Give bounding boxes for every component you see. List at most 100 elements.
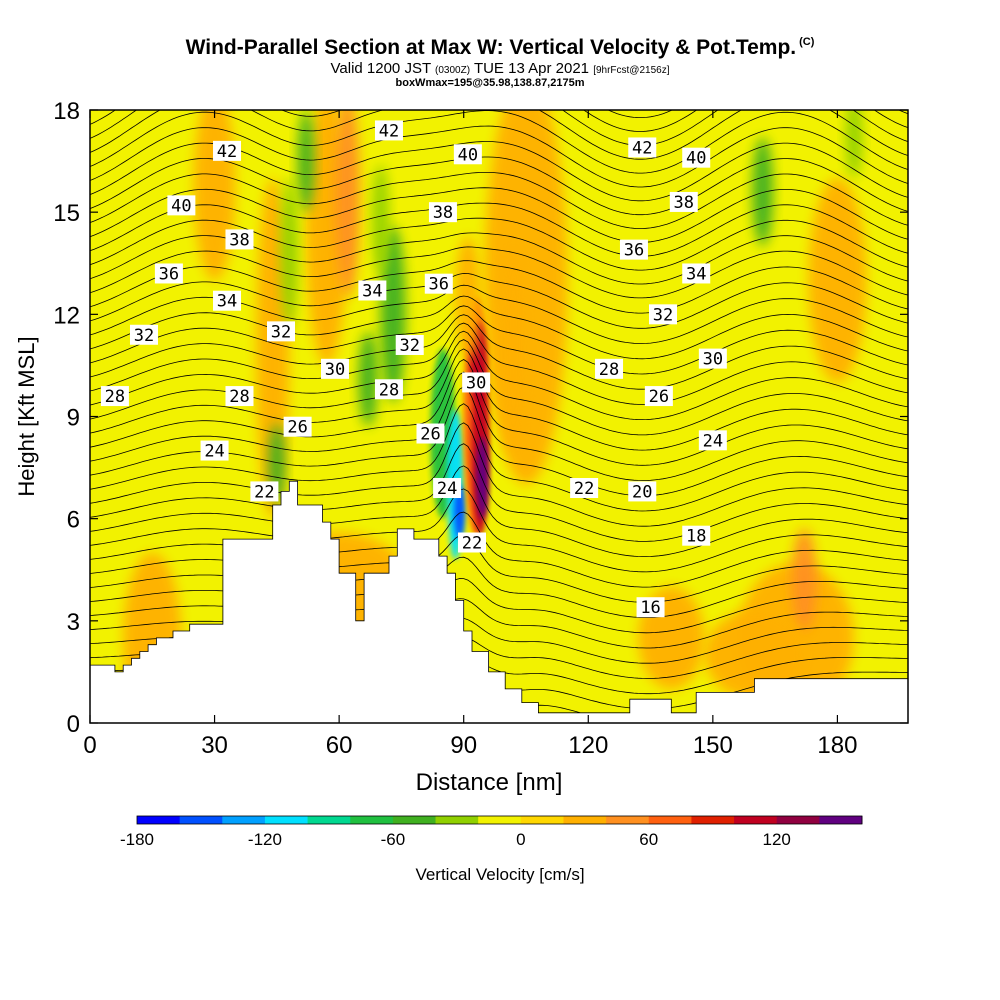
theta-label-bg: [570, 478, 599, 499]
theta-label-text: 38: [674, 193, 694, 213]
theta-label-text: 36: [159, 264, 179, 284]
theta-label-text: 40: [686, 149, 706, 169]
colorbar-swatch: [691, 816, 735, 824]
theta-label-bg: [358, 280, 387, 301]
theta-label: 18: [682, 525, 711, 547]
theta-contour: [90, 295, 908, 360]
theta-label-bg: [167, 195, 196, 216]
w-blob: [791, 528, 817, 632]
terrain: [89, 480, 909, 724]
theta-label-bg: [698, 430, 727, 451]
theta-label: 32: [267, 321, 296, 342]
theta-label-text: 16: [640, 598, 660, 618]
w-blob: [455, 236, 481, 359]
theta-label: 42: [374, 120, 403, 141]
theta-label-text: 42: [379, 121, 399, 141]
theta-label-text: 30: [703, 350, 723, 370]
y-tick-label: 15: [53, 200, 80, 227]
colorbar-swatch: [819, 816, 863, 824]
theta-contours: [90, 18, 908, 723]
theta-label-bg: [458, 532, 487, 553]
theta-label-bg: [154, 263, 183, 284]
theta-label: 26: [416, 423, 445, 445]
theta-contour: [90, 403, 908, 512]
colorbar-swatch: [392, 816, 437, 824]
theta-label-text: 40: [171, 196, 191, 216]
theta-label: 34: [682, 263, 711, 284]
theta-label: 40: [167, 195, 196, 216]
theta-label: 24: [698, 430, 727, 451]
valid-prefix: Valid 1200 JST: [330, 60, 431, 77]
theta-label-bg: [213, 140, 242, 161]
colorbar-tick-label: 60: [639, 830, 658, 849]
theta-label-bg: [682, 525, 711, 546]
copyright-mark: (C): [799, 36, 815, 48]
theta-label-bg: [100, 386, 129, 407]
theta-label-text: 32: [653, 305, 673, 325]
theta-label: 34: [358, 280, 387, 301]
colorbar-swatch: [563, 816, 607, 824]
theta-label-text: 42: [217, 142, 237, 162]
colorbar-swatch: [264, 816, 309, 824]
w-blob: [380, 225, 406, 403]
theta-label-bg: [200, 440, 229, 461]
x-tick-label: 0: [83, 732, 96, 759]
theta-label-bg: [283, 416, 312, 437]
w-blob: [752, 137, 774, 247]
x-tick-label: 120: [568, 732, 608, 759]
theta-label-bg: [395, 334, 424, 355]
theta-label: 42: [628, 137, 657, 158]
y-tick-label: 3: [67, 609, 80, 636]
theta-label-bg: [374, 379, 403, 400]
w-blob: [808, 178, 867, 383]
theta-label-text: 32: [399, 336, 419, 356]
theta-label: 20: [628, 481, 657, 502]
theta-contour: [90, 272, 908, 329]
theta-label: 40: [453, 144, 482, 165]
colorbar-label: Vertical Velocity [cm/s]: [415, 865, 584, 884]
colorbar-swatch: [179, 816, 223, 824]
theta-label-text: 24: [703, 431, 723, 451]
theta-contour: [90, 348, 908, 451]
theta-label-text: 20: [632, 482, 652, 502]
theta-label: 24: [200, 440, 229, 462]
theta-contour: [90, 260, 908, 314]
theta-contour: [90, 18, 908, 90]
theta-contour: [90, 422, 908, 527]
theta-label-text: 28: [229, 387, 249, 407]
theta-label: 38: [669, 191, 698, 213]
terrain-profile: [89, 480, 909, 724]
theta-label-bg: [453, 144, 482, 165]
colorbar-swatch: [435, 816, 479, 824]
valid-time-line: Valid 1200 JST (0300Z) TUE 13 Apr 2021 […: [0, 60, 1000, 77]
theta-label-text: 30: [466, 373, 486, 393]
theta-label-bg: [628, 481, 657, 502]
theta-label-text: 34: [362, 281, 382, 301]
theta-label: 30: [698, 348, 727, 370]
theta-label: 34: [213, 290, 242, 312]
theta-label-bg: [619, 239, 648, 260]
y-tick-label: 9: [67, 405, 80, 432]
theta-label-bg: [129, 324, 158, 345]
theta-label-bg: [698, 348, 727, 369]
theta-label-text: 26: [649, 387, 669, 407]
w-blob: [358, 331, 378, 427]
theta-contour: [90, 156, 908, 216]
colorbar-tick-label: -120: [248, 830, 282, 849]
y-tick-label: 6: [67, 507, 80, 534]
colorbar-tick-label: -60: [381, 830, 406, 849]
theta-label: 38: [428, 202, 457, 223]
theta-contour: [90, 322, 908, 405]
theta-label: 24: [433, 478, 462, 499]
theta-label-bg: [595, 358, 624, 379]
theta-label-text: 38: [229, 230, 249, 250]
theta-label-bg: [682, 263, 711, 284]
theta-contour: [90, 110, 908, 174]
theta-label-bg: [424, 273, 453, 294]
theta-label-text: 22: [574, 479, 594, 499]
theta-contour: [90, 246, 908, 299]
w-blob: [372, 164, 389, 274]
theta-label-text: 32: [134, 326, 154, 346]
w-blob: [297, 110, 315, 213]
